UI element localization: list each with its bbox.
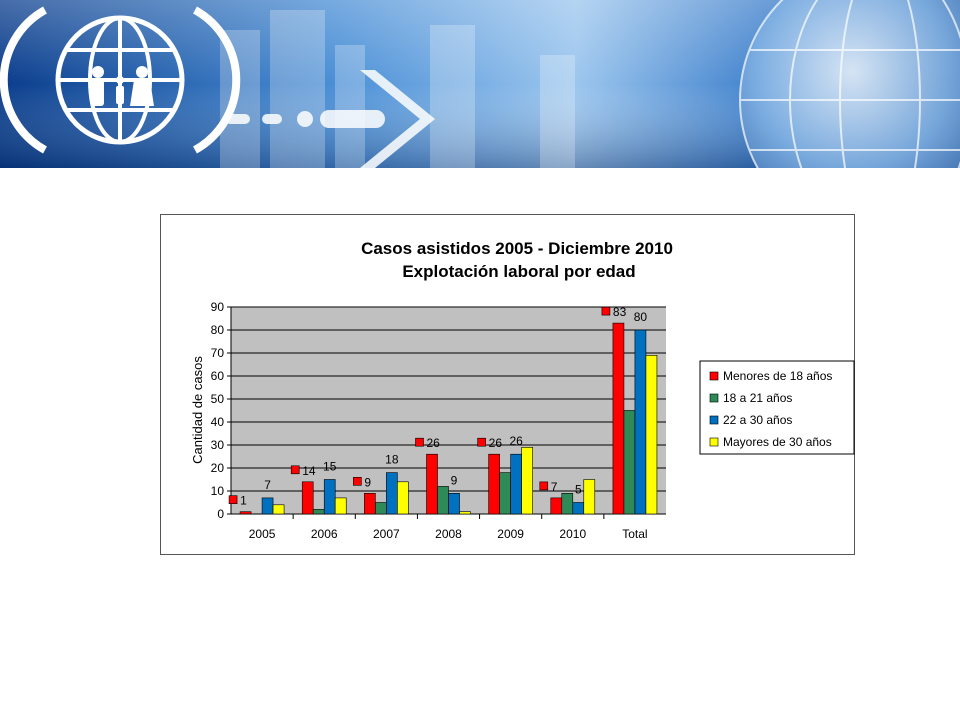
data-label: 14 — [302, 464, 316, 478]
y-tick-label: 30 — [211, 438, 225, 452]
bar — [612, 322, 625, 515]
chart-frame: Casos asistidos 2005 - Diciembre 2010 Ex… — [160, 214, 855, 555]
chart-subtitle: Explotación laboral por edad — [402, 262, 635, 281]
x-tick-label: 2010 — [559, 527, 586, 541]
bar — [323, 479, 336, 515]
legend-box — [699, 360, 855, 455]
header-banner — [0, 0, 960, 168]
x-tick-label: 2005 — [249, 527, 276, 541]
legend: Menores de 18 años 18 a 21 años 22 a 30 añ… — [699, 360, 855, 455]
data-label: 83 — [613, 305, 627, 319]
x-tick-label: 2008 — [435, 527, 462, 541]
legend-swatch — [709, 437, 719, 447]
legend-label: Mayores de 30 años — [723, 435, 832, 449]
y-tick-label: 80 — [211, 323, 225, 337]
globe-graphic — [739, 0, 960, 168]
data-label: 9 — [451, 473, 458, 487]
bar — [375, 502, 387, 515]
bar — [499, 472, 511, 515]
data-label-marker — [290, 465, 300, 475]
data-label: 9 — [364, 475, 371, 489]
data-label: 7 — [551, 480, 558, 494]
chart-title: Casos asistidos 2005 - Diciembre 2010 — [361, 239, 673, 258]
bar — [448, 492, 460, 515]
bar — [272, 504, 285, 515]
legend-swatch — [709, 393, 719, 403]
legend-swatch — [709, 415, 719, 425]
bar — [459, 511, 471, 515]
y-tick-label: 90 — [211, 300, 225, 314]
bar — [561, 492, 574, 515]
data-label: 80 — [634, 310, 648, 324]
y-axis-label: Cantidad de casos — [190, 356, 205, 464]
legend-label: 22 a 30 años — [723, 413, 792, 427]
data-label-marker — [353, 476, 362, 486]
iom-logo-icon — [0, 6, 241, 154]
data-label-marker — [415, 437, 424, 447]
data-label: 26 — [509, 434, 523, 448]
bar — [488, 453, 500, 515]
data-label-marker — [601, 306, 611, 316]
bar — [364, 492, 376, 515]
y-tick-label: 20 — [211, 461, 225, 475]
data-label: 18 — [385, 453, 399, 467]
bar — [312, 509, 325, 515]
bar — [510, 453, 522, 515]
bar — [397, 481, 409, 515]
x-tick-label: Total — [622, 527, 647, 541]
data-label: 15 — [323, 460, 337, 474]
plot-area — [231, 307, 666, 514]
bar — [239, 511, 252, 515]
y-tick-label: 0 — [217, 507, 224, 521]
data-label-marker — [539, 481, 549, 491]
y-tick-label: 10 — [211, 484, 225, 498]
bar — [634, 329, 647, 515]
bar — [301, 481, 314, 515]
bar — [521, 447, 533, 515]
bar-chart: Casos asistidos 2005 - Diciembre 2010 Ex… — [190, 239, 855, 541]
data-label: 5 — [575, 483, 582, 497]
y-tick-label: 40 — [211, 415, 225, 429]
bar — [645, 355, 658, 515]
y-tick-label: 70 — [211, 346, 225, 360]
bar — [550, 497, 563, 515]
bar — [437, 486, 449, 515]
x-tick-label: 2009 — [497, 527, 524, 541]
family-figure-icon — [92, 66, 154, 106]
x-tick-label: 2006 — [311, 527, 338, 541]
legend-swatch — [709, 371, 719, 381]
data-label: 26 — [489, 436, 503, 450]
arrow-graphic — [225, 70, 435, 168]
data-label: 7 — [264, 478, 271, 492]
data-label-marker — [477, 437, 486, 447]
y-tick-label: 50 — [211, 392, 225, 406]
x-tick-label: 2007 — [373, 527, 400, 541]
bar — [623, 410, 636, 515]
bar — [261, 497, 274, 515]
bar — [583, 479, 596, 515]
bar — [386, 472, 398, 515]
data-label: 26 — [427, 436, 441, 450]
legend-label: Menores de 18 años — [723, 369, 832, 383]
legend-label: 18 a 21 años — [723, 391, 792, 405]
y-tick-label: 60 — [211, 369, 225, 383]
bar — [426, 453, 438, 515]
bar — [572, 502, 585, 515]
data-label-marker — [228, 495, 238, 505]
bar — [334, 497, 347, 515]
data-label: 1 — [240, 494, 247, 508]
